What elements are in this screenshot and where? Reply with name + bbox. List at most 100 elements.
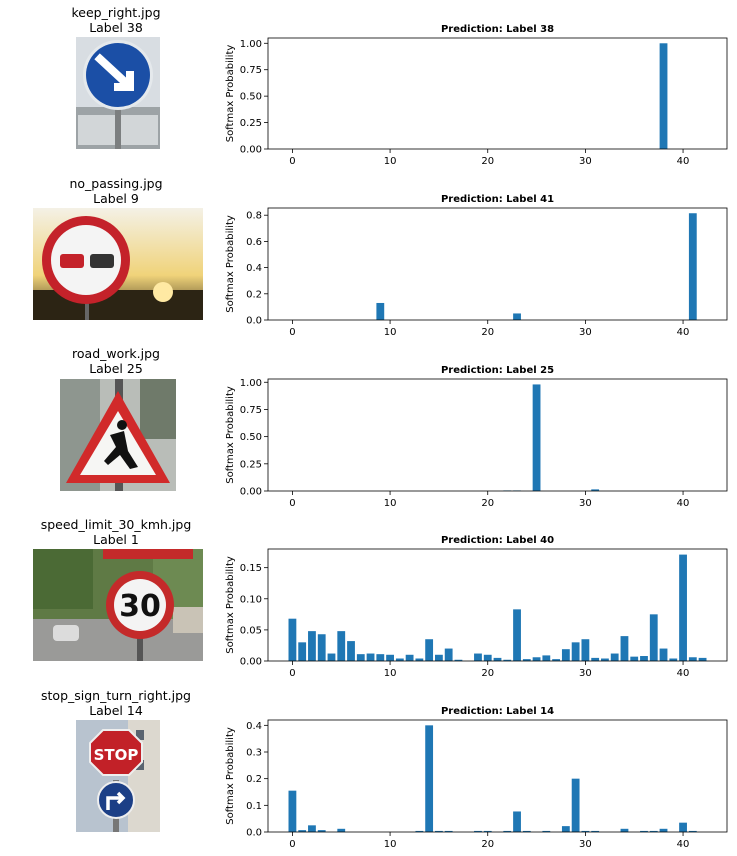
bar [640, 656, 648, 661]
bar [649, 830, 658, 832]
bar [659, 43, 668, 149]
x-tick-label: 20 [481, 668, 494, 679]
bar [601, 658, 609, 661]
y-tick-label: 0.25 [240, 118, 262, 129]
true-label: Label 9 [93, 191, 139, 206]
axes-frame [267, 719, 728, 833]
bar [532, 657, 541, 661]
no-passing-sign-image [33, 208, 203, 320]
y-tick-label: 0.2 [246, 289, 262, 300]
bar [630, 656, 639, 661]
x-tick-label: 10 [384, 839, 397, 850]
image-caption-no-passing: no_passing.jpg Label 9 [36, 176, 196, 206]
bar [356, 654, 365, 661]
bar [288, 618, 297, 661]
x-tick-label: 20 [481, 839, 494, 850]
chart-title: Prediction: Label 38 [441, 24, 554, 35]
bar [337, 828, 346, 832]
bar [317, 634, 326, 661]
y-tick-label: 0.6 [246, 237, 262, 248]
y-tick-label: 0.05 [240, 625, 262, 636]
file-name: stop_sign_turn_right.jpg [41, 688, 191, 703]
axes-frame [267, 548, 728, 662]
chart-4: 0 10 20 30 40 0.00 0.05 0.10 0.15 Softmax Probabi… [225, 535, 728, 679]
file-name: road_work.jpg [72, 346, 160, 361]
axes-frame [267, 37, 728, 150]
bar [679, 554, 687, 661]
bar [503, 659, 512, 661]
bar [415, 658, 424, 661]
x-tick-label: 20 [481, 327, 494, 338]
chart-5: 0 10 20 30 40 0.0 0.1 0.2 0.3 0.4 Softmax Probabil… [225, 706, 728, 850]
bar [376, 302, 385, 320]
true-label: Label 38 [89, 20, 143, 35]
y-tick-label: 0.2 [246, 774, 262, 785]
image-caption-road-work: road_work.jpg Label 25 [36, 346, 196, 376]
bar [688, 213, 697, 320]
bar [669, 658, 678, 661]
bar [679, 822, 687, 832]
x-tick-label: 20 [481, 156, 494, 167]
x-tick-label: 0 [289, 498, 295, 509]
bar [620, 828, 629, 832]
x-tick-label: 0 [289, 327, 295, 338]
speed-limit-30-sign-image: 30 [33, 549, 203, 661]
bar [620, 636, 629, 661]
x-tick-label: 10 [384, 327, 397, 338]
bar [483, 654, 492, 661]
bar [308, 825, 316, 832]
bar [405, 654, 414, 661]
chart-title: Prediction: Label 41 [441, 194, 554, 205]
axes-frame [267, 207, 728, 321]
bar [298, 830, 307, 832]
bar [571, 642, 580, 661]
bar [474, 830, 482, 832]
bar [591, 489, 600, 491]
bar [386, 654, 394, 661]
bar [444, 830, 453, 832]
y-tick-label: 1.00 [240, 378, 262, 389]
y-axis-label: Softmax Probability [225, 727, 236, 825]
bar [571, 778, 580, 832]
bar [317, 830, 326, 832]
y-tick-label: 0.25 [240, 459, 262, 470]
x-tick-label: 30 [579, 498, 592, 509]
bar [474, 653, 482, 661]
axes-frame [267, 378, 728, 492]
y-axis-label: Softmax Probability [225, 386, 236, 484]
bar [532, 384, 541, 491]
bar [561, 826, 570, 832]
y-tick-label: 0.4 [246, 721, 262, 732]
true-label: Label 14 [89, 703, 143, 718]
bar [581, 639, 590, 661]
y-tick-label: 0.0 [246, 828, 262, 839]
y-tick-label: 0.15 [240, 563, 262, 574]
bar [347, 641, 355, 661]
bar [591, 830, 600, 832]
svg-text:30: 30 [119, 589, 161, 624]
x-tick-label: 40 [677, 668, 690, 679]
x-tick-label: 0 [289, 156, 295, 167]
y-tick-label: 0.00 [240, 657, 262, 668]
bar [395, 658, 404, 661]
stop-sign-turn-right-image: STOP [76, 720, 160, 832]
bar [425, 725, 434, 832]
bar [513, 811, 521, 832]
y-tick-label: 0.0 [246, 316, 262, 327]
bar [444, 648, 453, 661]
x-tick-label: 10 [384, 668, 397, 679]
y-tick-label: 0.00 [240, 487, 262, 498]
bar [434, 830, 443, 832]
bar [366, 653, 375, 661]
file-name: no_passing.jpg [69, 176, 163, 191]
chart-1: 0 10 20 30 40 0.00 0.25 0.50 0.75 1.00 Softmax Pro… [225, 24, 728, 167]
image-caption-speed-limit-30: speed_limit_30_kmh.jpg Label 1 [36, 517, 196, 547]
bar [298, 642, 307, 661]
true-label: Label 25 [89, 361, 143, 376]
y-tick-label: 0.8 [246, 211, 262, 222]
bar [513, 313, 521, 320]
bar [561, 649, 570, 661]
y-tick-label: 0.4 [246, 263, 262, 274]
bar [591, 657, 600, 661]
